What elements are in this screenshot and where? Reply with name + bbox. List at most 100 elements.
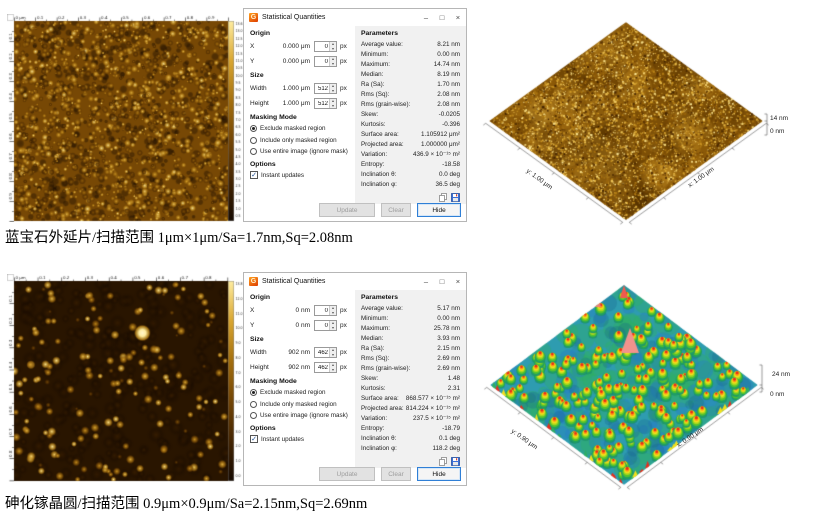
clear-button[interactable]: Clear	[381, 467, 411, 481]
radio-include-only-masked[interactable]	[250, 400, 257, 408]
height-spinbox[interactable]	[314, 362, 337, 373]
size-height-row: Height 1.000 μm px	[250, 96, 355, 111]
parameters-panel: Parameters Average value: 8.21 nm Minimum…	[354, 26, 466, 204]
size-header: Size	[250, 72, 264, 79]
origin-x-unit: px	[340, 307, 347, 314]
spin-down-icon[interactable]	[330, 325, 336, 330]
close-icon[interactable]: ×	[455, 13, 461, 22]
origin-y-row: Y 0.000 μm px	[250, 54, 355, 69]
radio-exclude-masked[interactable]	[250, 389, 257, 397]
origin-y-input[interactable]	[315, 57, 329, 66]
spin-up-icon[interactable]	[330, 363, 336, 368]
param-row: Average value: 5.17 nm	[360, 304, 460, 312]
copy-icon[interactable]	[439, 193, 447, 202]
param-row: Inclination φ: 36.5 deg	[360, 180, 460, 188]
update-button[interactable]: Update	[319, 203, 375, 217]
param-row: Maximum: 25.78 nm	[360, 324, 460, 332]
surface-3d-view-gaas[interactable]	[480, 276, 819, 506]
param-row: Entropy: -18.58	[360, 160, 460, 168]
spin-up-icon[interactable]	[330, 306, 336, 311]
param-row: Inclination θ: 0.0 deg	[360, 170, 460, 178]
spin-up-icon[interactable]	[330, 42, 336, 47]
width-spinbox[interactable]	[314, 347, 337, 358]
spin-down-icon[interactable]	[330, 352, 336, 357]
maximize-icon[interactable]: □	[439, 277, 445, 286]
save-icon[interactable]	[451, 457, 460, 466]
origin-header: Origin	[250, 294, 271, 301]
spin-down-icon[interactable]	[330, 61, 336, 66]
update-button[interactable]: Update	[319, 467, 375, 481]
origin-y-spinbox[interactable]	[314, 320, 337, 331]
param-row: Entropy: -18.79	[360, 424, 460, 432]
gwyddion-app-icon: G	[249, 13, 258, 22]
spin-up-icon[interactable]	[330, 321, 336, 326]
param-row: Median: 3.93 nm	[360, 334, 460, 342]
spin-up-icon[interactable]	[330, 84, 336, 89]
caption-gaas: 砷化镓晶圆/扫描范围 0.9μm×0.9μm/Sa=2.15nm,Sq=2.69…	[5, 496, 368, 512]
height-input[interactable]	[315, 99, 329, 108]
height-spinbox[interactable]	[314, 98, 337, 109]
radio-include-only-masked-label: Include only masked region	[260, 400, 337, 408]
close-icon[interactable]: ×	[455, 277, 461, 286]
instant-updates-checkbox[interactable]: ✓	[250, 435, 258, 444]
masking-mode-header: Masking Mode	[250, 378, 297, 385]
statistics-dialog-gaas: G Statistical Quantities – □ × Origin X …	[243, 272, 467, 486]
param-row: Kurtosis: -0.396	[360, 120, 460, 128]
maximize-icon[interactable]: □	[439, 13, 445, 22]
origin-x-spinbox[interactable]	[314, 305, 337, 316]
spin-up-icon[interactable]	[330, 348, 336, 353]
origin-x-input[interactable]	[315, 306, 329, 315]
radio-exclude-masked[interactable]	[250, 125, 257, 133]
origin-y-value: 0 nm	[295, 322, 310, 329]
width-value: 902 nm	[288, 349, 310, 356]
afm-topography-image-gaas[interactable]	[7, 274, 244, 482]
instant-updates-checkbox[interactable]: ✓	[250, 171, 258, 180]
radio-use-entire-image[interactable]	[250, 412, 257, 420]
radio-use-entire-image-label: Use entire image (ignore mask)	[260, 412, 348, 420]
masking-mode-header: Masking Mode	[250, 114, 297, 121]
spin-down-icon[interactable]	[330, 103, 336, 108]
gwyddion-app-icon: G	[249, 277, 258, 286]
height-value: 1.000 μm	[282, 100, 310, 107]
width-input[interactable]	[315, 348, 329, 357]
spin-down-icon[interactable]	[330, 88, 336, 93]
options-header: Options	[250, 424, 276, 432]
spin-up-icon[interactable]	[330, 57, 336, 62]
spin-down-icon[interactable]	[330, 46, 336, 51]
origin-y-spinbox[interactable]	[314, 56, 337, 67]
param-row: Kurtosis: 2.31	[360, 384, 460, 392]
spin-up-icon[interactable]	[330, 99, 336, 104]
width-spinbox[interactable]	[314, 83, 337, 94]
radio-use-entire-image[interactable]	[250, 148, 257, 156]
hide-button[interactable]: Hide	[417, 467, 461, 481]
height-input[interactable]	[315, 363, 329, 372]
dialog-titlebar[interactable]: G Statistical Quantities – □ ×	[244, 273, 466, 290]
clear-button[interactable]: Clear	[381, 203, 411, 217]
dialog-left-column: Origin X 0.000 μm px Y 0.000 μm	[244, 26, 355, 221]
width-label: Width	[250, 85, 267, 92]
param-row: Ra (Sa): 2.15 nm	[360, 344, 460, 352]
origin-x-spinbox[interactable]	[314, 41, 337, 52]
param-row: Average value: 8.21 nm	[360, 40, 460, 48]
save-icon[interactable]	[451, 193, 460, 202]
spin-down-icon[interactable]	[330, 367, 336, 372]
origin-y-input[interactable]	[315, 321, 329, 330]
size-width-row: Width 902 nm px	[250, 345, 355, 360]
minimize-icon[interactable]: –	[423, 277, 429, 286]
copy-icon[interactable]	[439, 457, 447, 466]
afm-topography-image-sapphire[interactable]	[7, 14, 244, 222]
param-row: Inclination θ: 0.1 deg	[360, 434, 460, 442]
hide-button[interactable]: Hide	[417, 203, 461, 217]
spin-down-icon[interactable]	[330, 310, 336, 315]
dialog-titlebar[interactable]: G Statistical Quantities – □ ×	[244, 9, 466, 26]
origin-x-value: 0.000 μm	[282, 43, 310, 50]
radio-include-only-masked[interactable]	[250, 136, 257, 144]
width-input[interactable]	[315, 84, 329, 93]
surface-3d-view-sapphire[interactable]	[480, 10, 819, 245]
3d-z-max-label: 24 nm	[772, 371, 791, 378]
origin-x-input[interactable]	[315, 42, 329, 51]
width-unit: px	[340, 349, 347, 356]
minimize-icon[interactable]: –	[423, 13, 429, 22]
param-row: Rms (Sq): 2.08 nm	[360, 90, 460, 98]
